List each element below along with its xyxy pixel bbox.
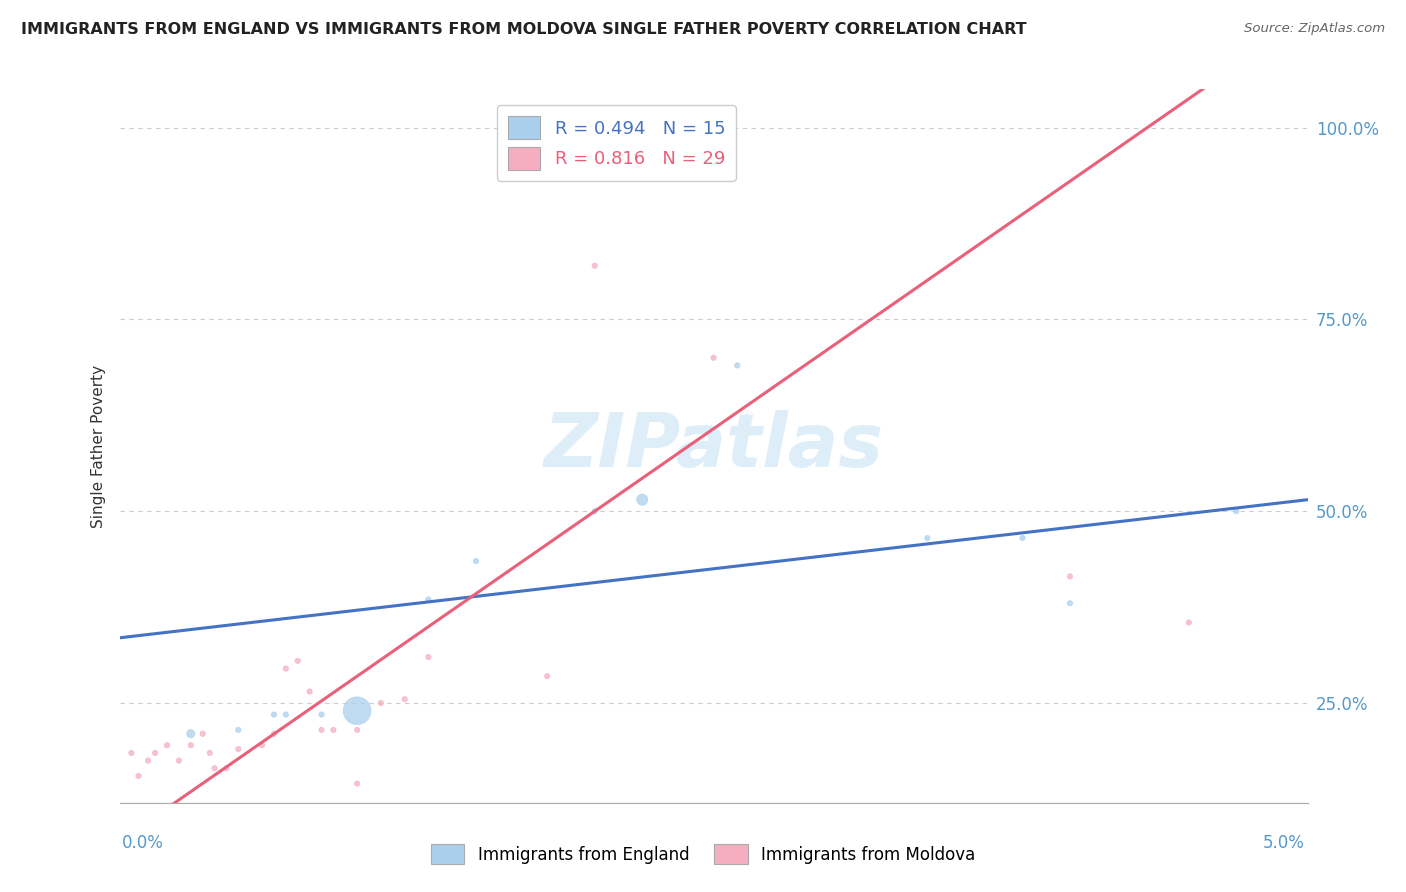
Point (287, 654, 309, 668)
Point (536, 669, 558, 683)
Text: IMMIGRANTS FROM ENGLAND VS IMMIGRANTS FROM MOLDOVA SINGLE FATHER POVERTY CORRELA: IMMIGRANTS FROM ENGLAND VS IMMIGRANTS FR… (21, 22, 1026, 37)
Point (917, 531, 939, 545)
Point (1178, 615, 1201, 630)
Point (180, 738, 202, 752)
Point (143, 746, 166, 760)
Point (1225, 504, 1247, 518)
Point (228, 723, 250, 737)
Point (346, 723, 368, 737)
Point (274, 707, 297, 722)
Point (1059, 569, 1081, 583)
Point (322, 723, 344, 737)
Point (311, 707, 333, 722)
Legend: R = 0.494   N = 15, R = 0.816   N = 29: R = 0.494 N = 15, R = 0.816 N = 29 (496, 105, 737, 181)
Point (702, 351, 725, 365)
Point (311, 723, 333, 737)
Text: 5.0%: 5.0% (1263, 834, 1305, 852)
Text: ZIPatlas: ZIPatlas (544, 409, 883, 483)
Point (215, 761, 238, 775)
Text: Source: ZipAtlas.com: Source: ZipAtlas.com (1244, 22, 1385, 36)
Point (167, 754, 190, 768)
Point (346, 704, 368, 718)
Point (274, 661, 297, 675)
Point (263, 727, 285, 741)
Point (583, 504, 606, 518)
Point (418, 650, 440, 665)
Point (198, 746, 221, 760)
Point (394, 692, 416, 706)
Point (180, 727, 202, 741)
Point (346, 776, 368, 790)
Point (204, 761, 226, 775)
Point (120, 746, 142, 760)
Point (156, 738, 179, 752)
Point (263, 707, 285, 722)
Point (1011, 531, 1033, 545)
Point (1059, 596, 1081, 610)
Point (583, 259, 606, 273)
Point (128, 769, 150, 783)
Point (298, 684, 321, 698)
Point (228, 742, 250, 756)
Legend: Immigrants from England, Immigrants from Moldova: Immigrants from England, Immigrants from… (425, 838, 981, 871)
Point (191, 727, 214, 741)
Point (631, 492, 654, 507)
Point (464, 554, 488, 568)
Point (136, 754, 159, 768)
Point (370, 696, 392, 710)
Point (418, 592, 440, 607)
Point (725, 359, 748, 373)
Point (250, 738, 273, 752)
Text: 0.0%: 0.0% (122, 834, 165, 852)
Y-axis label: Single Father Poverty: Single Father Poverty (90, 365, 105, 527)
